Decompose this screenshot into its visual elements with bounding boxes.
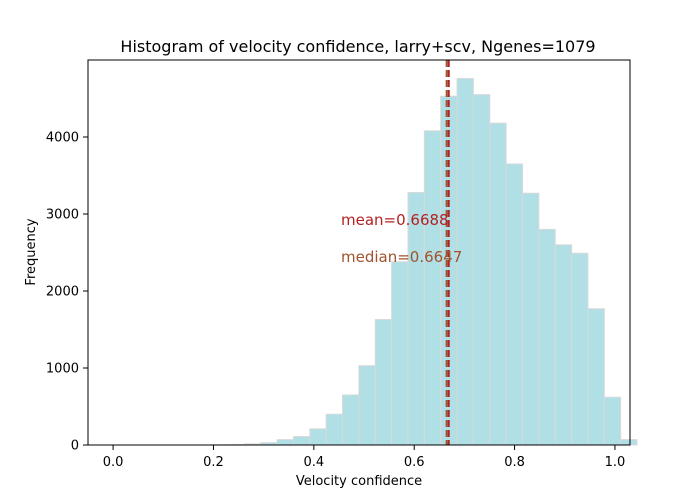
x-tick-label: 1.0 bbox=[605, 455, 626, 470]
histogram-bar bbox=[554, 244, 573, 446]
bars-group bbox=[211, 77, 638, 446]
y-tick-label: 0 bbox=[71, 439, 79, 454]
histogram-bar bbox=[391, 261, 409, 446]
histogram-bar bbox=[472, 94, 491, 446]
histogram-bar bbox=[325, 413, 344, 446]
histogram-bar bbox=[587, 308, 605, 446]
histogram-bar bbox=[358, 365, 376, 446]
histogram-bar bbox=[374, 318, 393, 446]
histogram-bar bbox=[538, 228, 556, 446]
x-tick-label: 0.8 bbox=[504, 455, 525, 470]
x-tick-label: 0.0 bbox=[103, 455, 124, 470]
y-tick-label: 3000 bbox=[46, 208, 79, 223]
y-tick-label: 1000 bbox=[46, 362, 79, 377]
histogram-bar bbox=[522, 192, 540, 446]
histogram-bar bbox=[489, 122, 507, 446]
histogram-bar bbox=[571, 252, 589, 446]
chart-title: Histogram of velocity confidence, larry+… bbox=[120, 37, 595, 56]
histogram-bar bbox=[423, 130, 442, 446]
histogram-bar bbox=[276, 439, 294, 446]
histogram-bar bbox=[407, 191, 425, 446]
histogram-bar bbox=[309, 428, 327, 446]
x-axis-ticks: 0.0 0.2 0.4 0.6 0.8 1.0 bbox=[103, 445, 626, 470]
y-axis-label: Frequency bbox=[24, 218, 39, 285]
y-tick-label: 4000 bbox=[46, 131, 79, 146]
mean-annotation: mean=0.6688 bbox=[341, 211, 449, 229]
histogram-bar bbox=[603, 396, 622, 446]
plot-frame bbox=[87, 59, 631, 446]
x-tick-label: 0.4 bbox=[303, 455, 324, 470]
x-tick-label: 0.6 bbox=[404, 455, 425, 470]
y-axis-ticks: 0 1000 2000 3000 4000 bbox=[46, 131, 88, 454]
reference-lines bbox=[445, 60, 450, 445]
median-annotation: median=0.6647 bbox=[341, 248, 462, 266]
histogram-bar bbox=[342, 394, 360, 446]
histogram-bar bbox=[620, 439, 638, 446]
x-tick-label: 0.2 bbox=[203, 455, 224, 470]
y-tick-label: 2000 bbox=[46, 285, 79, 300]
histogram-bar bbox=[505, 163, 524, 446]
histogram-bar bbox=[292, 436, 311, 446]
x-axis-label: Velocity confidence bbox=[296, 474, 422, 489]
